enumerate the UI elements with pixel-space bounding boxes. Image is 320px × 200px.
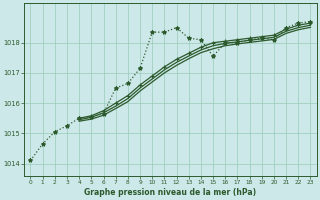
X-axis label: Graphe pression niveau de la mer (hPa): Graphe pression niveau de la mer (hPa) [84, 188, 257, 197]
